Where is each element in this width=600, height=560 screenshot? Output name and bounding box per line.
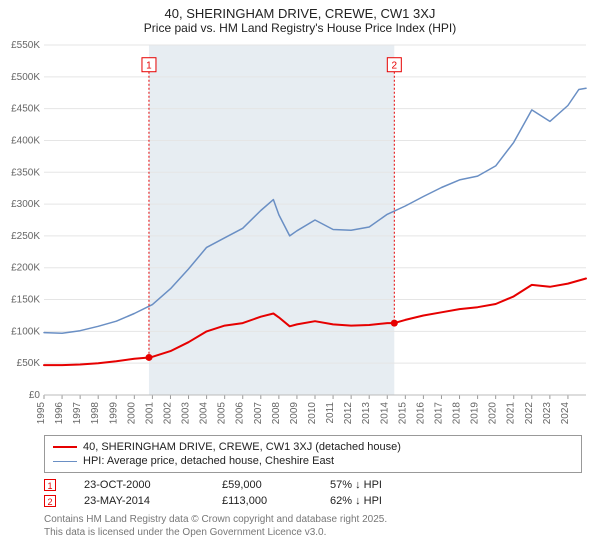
svg-text:2: 2 xyxy=(392,61,398,72)
legend-label: 40, SHERINGHAM DRIVE, CREWE, CW1 3XJ (de… xyxy=(83,441,401,453)
legend-item: 40, SHERINGHAM DRIVE, CREWE, CW1 3XJ (de… xyxy=(53,440,573,454)
sale-marker-icon: 2 xyxy=(44,495,56,507)
svg-text:2023: 2023 xyxy=(542,402,553,425)
legend-swatch xyxy=(53,461,77,462)
footer-line-1: Contains HM Land Registry data © Crown c… xyxy=(44,513,582,526)
svg-text:2020: 2020 xyxy=(488,402,499,425)
svg-text:2006: 2006 xyxy=(235,402,246,425)
svg-text:2014: 2014 xyxy=(379,402,390,425)
svg-text:£500K: £500K xyxy=(11,72,40,83)
svg-text:£400K: £400K xyxy=(11,135,40,146)
sales-table: 1 23-OCT-2000 £59,000 57% ↓ HPI 2 23-MAY-2014… xyxy=(44,477,582,509)
svg-text:2013: 2013 xyxy=(361,402,372,425)
svg-text:2015: 2015 xyxy=(397,402,408,425)
svg-text:2010: 2010 xyxy=(307,402,318,425)
svg-text:2022: 2022 xyxy=(524,402,535,425)
svg-text:2001: 2001 xyxy=(144,402,155,425)
svg-text:£350K: £350K xyxy=(11,167,40,178)
svg-text:£0: £0 xyxy=(29,390,41,401)
svg-text:2021: 2021 xyxy=(506,402,517,425)
sale-row: 2 23-MAY-2014 £113,000 62% ↓ HPI xyxy=(44,493,582,509)
sale-marker-icon: 1 xyxy=(44,479,56,491)
chart-subtitle: Price paid vs. HM Land Registry's House … xyxy=(0,21,600,39)
svg-text:1999: 1999 xyxy=(108,402,119,425)
chart-title: 40, SHERINGHAM DRIVE, CREWE, CW1 3XJ xyxy=(0,0,600,21)
svg-text:£300K: £300K xyxy=(11,199,40,210)
svg-text:2012: 2012 xyxy=(343,402,354,425)
svg-text:2003: 2003 xyxy=(181,402,192,425)
svg-text:2002: 2002 xyxy=(162,402,173,425)
svg-text:1995: 1995 xyxy=(36,402,47,425)
svg-text:1996: 1996 xyxy=(54,402,65,425)
svg-text:2011: 2011 xyxy=(325,402,336,424)
sale-row: 1 23-OCT-2000 £59,000 57% ↓ HPI xyxy=(44,477,582,493)
svg-text:2004: 2004 xyxy=(199,402,210,425)
svg-text:1: 1 xyxy=(146,61,152,72)
svg-text:2017: 2017 xyxy=(433,402,444,425)
chart-plot: £0 £50K £100K £150K £200K £250K £300K £350K £400… xyxy=(0,39,600,429)
sale-date: 23-MAY-2014 xyxy=(84,495,194,507)
svg-text:2024: 2024 xyxy=(560,402,571,425)
svg-text:2018: 2018 xyxy=(452,402,463,425)
svg-text:2019: 2019 xyxy=(470,402,481,425)
sale-price: £113,000 xyxy=(222,495,302,507)
svg-text:£550K: £550K xyxy=(11,40,40,51)
footer-line-2: This data is licensed under the Open Gov… xyxy=(44,526,582,539)
svg-text:2009: 2009 xyxy=(289,402,300,425)
svg-text:2000: 2000 xyxy=(126,402,137,425)
svg-text:£250K: £250K xyxy=(11,231,40,242)
sale-hpi-delta: 57% ↓ HPI xyxy=(330,479,382,491)
legend-swatch xyxy=(53,446,77,448)
svg-text:2008: 2008 xyxy=(271,402,282,425)
svg-text:£450K: £450K xyxy=(11,104,40,115)
svg-text:£100K: £100K xyxy=(11,326,40,337)
svg-text:2005: 2005 xyxy=(217,402,228,425)
svg-text:2016: 2016 xyxy=(415,402,426,425)
sale-price: £59,000 xyxy=(222,479,302,491)
chart-container: 40, SHERINGHAM DRIVE, CREWE, CW1 3XJ Pri… xyxy=(0,0,600,539)
footer-attribution: Contains HM Land Registry data © Crown c… xyxy=(44,513,582,539)
legend: 40, SHERINGHAM DRIVE, CREWE, CW1 3XJ (de… xyxy=(44,435,582,473)
svg-text:£150K: £150K xyxy=(11,295,40,306)
svg-text:1998: 1998 xyxy=(90,402,101,425)
svg-text:£50K: £50K xyxy=(17,358,41,369)
legend-label: HPI: Average price, detached house, Ches… xyxy=(83,455,334,467)
sale-date: 23-OCT-2000 xyxy=(84,479,194,491)
legend-item: HPI: Average price, detached house, Ches… xyxy=(53,454,573,468)
svg-text:2007: 2007 xyxy=(253,402,264,425)
svg-text:£200K: £200K xyxy=(11,263,40,274)
svg-text:1997: 1997 xyxy=(72,402,83,425)
sale-hpi-delta: 62% ↓ HPI xyxy=(330,495,382,507)
